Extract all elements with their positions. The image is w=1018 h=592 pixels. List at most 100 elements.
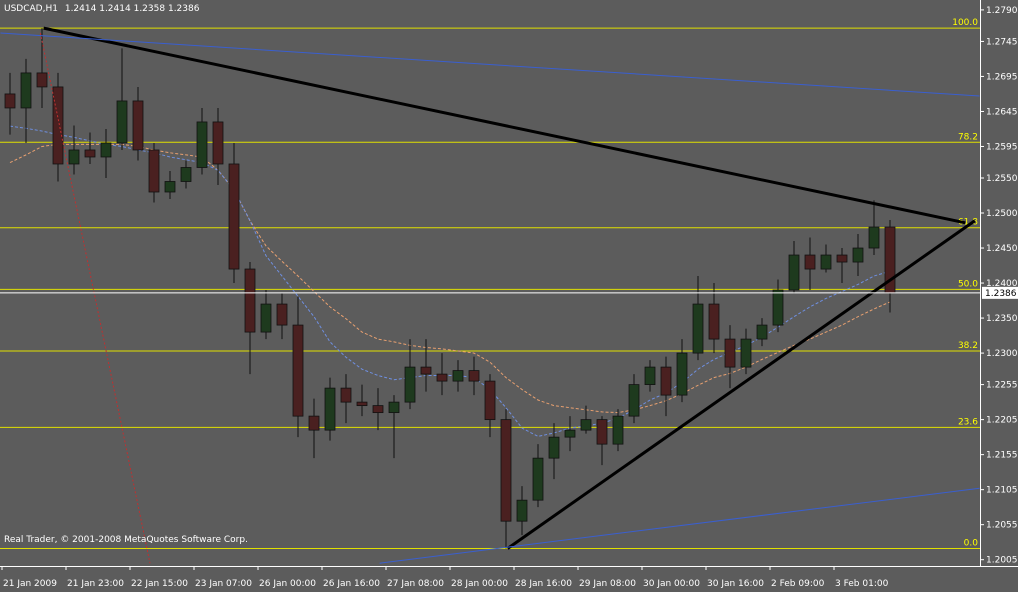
- candle-body: [692, 303, 704, 354]
- y-tick-label: 1.2055: [986, 521, 1018, 531]
- candle-body: [548, 436, 560, 459]
- candle-body: [292, 324, 304, 417]
- symbol: USDCAD,H1: [4, 4, 58, 14]
- copyright: Real Trader, © 2001-2008 MetaQuotes Soft…: [4, 535, 248, 545]
- y-tick-label: 1.2350: [986, 314, 1018, 324]
- y-tick-label: 1.2695: [986, 72, 1018, 82]
- x-tick-label: 28 Jan 00:00: [451, 579, 508, 589]
- candle-body: [4, 93, 16, 109]
- plot-area: 100.0 78.2 61.8 50.0 38.2 23.6 0.0: [0, 18, 980, 564]
- candle-body: [564, 429, 576, 438]
- candle-body: [516, 499, 528, 522]
- x-tick-label: 30 Jan 00:00: [643, 579, 700, 589]
- y-tick-label: 1.2450: [986, 244, 1018, 254]
- chart-header: USDCAD,H1 1.2414 1.2414 1.2358 1.2386: [4, 4, 200, 14]
- candle-body: [468, 370, 480, 382]
- current-price-label: 1.2386: [985, 289, 1017, 299]
- candle-body: [228, 163, 240, 270]
- candle-body: [532, 457, 544, 501]
- y-tick-label: 1.2745: [986, 37, 1018, 47]
- x-tick-label: 26 Jan 16:00: [323, 579, 380, 589]
- x-tick-label: 26 Jan 00:00: [259, 579, 316, 589]
- y-tick-label: 1.2595: [986, 142, 1018, 152]
- candle-body: [180, 167, 192, 182]
- y-tick-label: 1.2790: [986, 6, 1018, 16]
- candle-body: [452, 370, 464, 382]
- candle-body: [20, 72, 32, 109]
- candle-body: [340, 387, 352, 403]
- candle-body: [52, 86, 64, 165]
- y-tick-label: 1.2005: [986, 556, 1018, 566]
- candle-body: [868, 226, 880, 249]
- fib-label: 38.2: [958, 341, 978, 351]
- candle-body: [644, 366, 656, 386]
- candle-body: [580, 419, 592, 431]
- trendline: [379, 487, 980, 564]
- trendline: [506, 219, 976, 550]
- candle-body: [212, 121, 224, 165]
- candle-body: [132, 100, 144, 151]
- y-tick-label: 1.2255: [986, 381, 1018, 391]
- candle-body: [484, 380, 496, 421]
- candle-body: [756, 324, 768, 340]
- candle-body: [36, 72, 48, 88]
- current-price-box: [982, 286, 1018, 299]
- candle-body: [164, 181, 176, 193]
- candle-body: [660, 366, 672, 396]
- candle-body: [676, 352, 688, 396]
- candle-body: [196, 121, 208, 168]
- candle-body: [148, 149, 160, 193]
- fib-label: 61.8: [958, 218, 978, 228]
- candle-body: [724, 338, 736, 368]
- candle-body: [628, 384, 640, 417]
- close-price: 1.2386: [168, 4, 200, 14]
- x-tick-label: 21 Jan 23:00: [67, 579, 124, 589]
- candle-body: [276, 303, 288, 326]
- x-tick-label: 27 Jan 08:00: [387, 579, 444, 589]
- candle-body: [68, 149, 80, 165]
- candle-body: [804, 254, 816, 270]
- y-tick-label: 1.2105: [986, 486, 1018, 496]
- high-price: 1.2414: [99, 4, 131, 14]
- candle-body: [260, 303, 272, 333]
- x-tick-label: 30 Jan 16:00: [707, 579, 764, 589]
- x-tick-label: 3 Feb 01:00: [835, 579, 889, 589]
- candle-body: [388, 401, 400, 414]
- x-tick-label: 23 Jan 07:00: [195, 579, 252, 589]
- candle-body: [100, 142, 112, 158]
- candle-body: [788, 254, 800, 291]
- y-tick-label: 1.2550: [986, 174, 1018, 184]
- candle-body: [836, 254, 848, 263]
- candle-body: [308, 415, 320, 431]
- candle-body: [612, 415, 624, 445]
- open-price: 1.2414: [65, 4, 97, 14]
- candle-body: [772, 289, 784, 326]
- fib-label: 0.0: [964, 538, 979, 548]
- candle-body: [708, 303, 720, 340]
- low-price: 1.2358: [134, 4, 166, 14]
- candle-body: [500, 419, 512, 522]
- candle-body: [356, 401, 368, 407]
- candle-body: [244, 268, 256, 333]
- fib-label: 50.0: [958, 279, 978, 289]
- candle-body: [436, 373, 448, 382]
- candle-body: [596, 419, 608, 445]
- fib-label: 78.2: [958, 132, 978, 142]
- candle-body: [852, 247, 864, 263]
- x-tick-label: 22 Jan 15:00: [131, 579, 188, 589]
- y-tick-label: 1.2400: [986, 279, 1018, 289]
- candle-body: [820, 254, 832, 270]
- x-tick-label: 29 Jan 08:00: [579, 579, 636, 589]
- x-tick-label: 21 Jan 2009: [3, 579, 57, 589]
- candle-body: [84, 149, 96, 158]
- candle-body: [324, 387, 336, 431]
- candle-body: [404, 366, 416, 403]
- candle-body: [372, 405, 384, 414]
- x-tick-label: 2 Feb 09:00: [771, 579, 825, 589]
- trendline: [43, 26, 966, 225]
- trendline: [0, 32, 980, 97]
- x-tick-label: 28 Jan 16:00: [515, 579, 572, 589]
- y-tick-label: 1.2645: [986, 107, 1018, 117]
